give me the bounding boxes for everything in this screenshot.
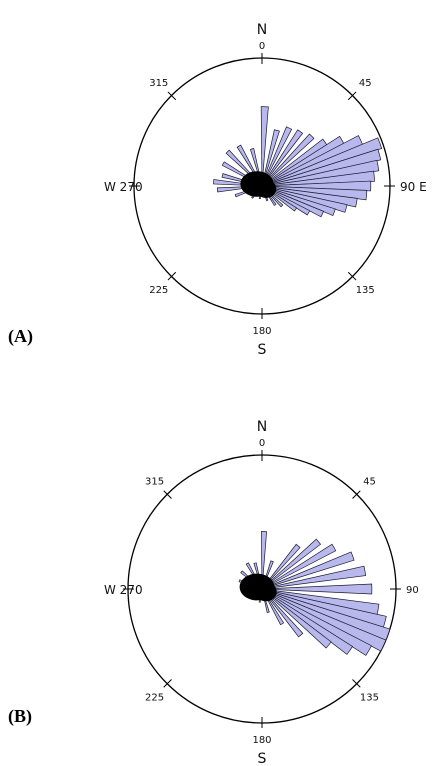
rose-petal (261, 588, 353, 655)
tick-label-0: 0 (259, 438, 265, 449)
rose-core (255, 582, 277, 602)
tick-label-135: 135 (360, 692, 379, 703)
rose-diagram-b: N S W 270 0 180 45 135 225 315 90 (104, 419, 419, 766)
rose-petal (261, 583, 373, 595)
north-label: N (257, 419, 267, 435)
north-label: N (257, 22, 267, 38)
rose-petal (261, 588, 332, 649)
tick-label-45: 45 (363, 477, 376, 488)
rose-petal (261, 588, 304, 638)
rose-diagram-a: N S W 270 0 180 45 135 225 315 90 E (104, 22, 427, 358)
tick-mark (347, 91, 357, 101)
rose-petal (261, 137, 383, 187)
rose-petal (261, 538, 322, 590)
tick-mark (163, 490, 172, 499)
west-label: W 270 (104, 583, 143, 597)
tick-label-135: 135 (356, 285, 375, 296)
panel-label: (B) (8, 706, 32, 726)
tick-mark (352, 490, 361, 499)
panel-label: (A) (8, 326, 33, 346)
tick-label-90: 90 (406, 585, 419, 596)
rose-petal (261, 588, 372, 656)
tick-mark (352, 679, 361, 688)
rose-petal (261, 543, 337, 590)
tick-mark (163, 679, 172, 688)
tick-label-180: 180 (252, 735, 271, 746)
rose-core (255, 180, 277, 198)
rose-petal (261, 126, 293, 187)
rose-petal (261, 129, 304, 187)
tick-label-225: 225 (149, 285, 168, 296)
tick-label-315: 315 (149, 78, 168, 89)
south-label: S (258, 751, 267, 766)
tick-label-225: 225 (145, 692, 164, 703)
rose-petal (261, 180, 372, 192)
rose-panel-b: N S W 270 0 180 45 135 225 315 90 (B) (0, 384, 442, 766)
tick-mark (167, 271, 177, 281)
rose-petal (260, 106, 269, 187)
tick-label-45: 45 (359, 78, 372, 89)
east-label: 90 E (400, 180, 427, 194)
rose-petal (261, 565, 367, 590)
tick-mark (347, 271, 357, 281)
south-label: S (258, 342, 267, 358)
rose-petal (261, 159, 380, 187)
rose-petal (261, 148, 382, 187)
rose-petal (261, 588, 387, 652)
west-label: W 270 (104, 180, 143, 194)
tick-mark (167, 91, 177, 101)
rose-petal (261, 543, 301, 590)
tick-label-315: 315 (145, 477, 164, 488)
tick-label-180: 180 (252, 326, 271, 337)
rose-petal (261, 551, 355, 590)
rose-panel-a: N S W 270 0 180 45 135 225 315 90 E (A) (0, 0, 442, 380)
rose-petal (261, 133, 315, 187)
rose-petal (261, 129, 280, 187)
tick-label-0: 0 (259, 41, 265, 52)
